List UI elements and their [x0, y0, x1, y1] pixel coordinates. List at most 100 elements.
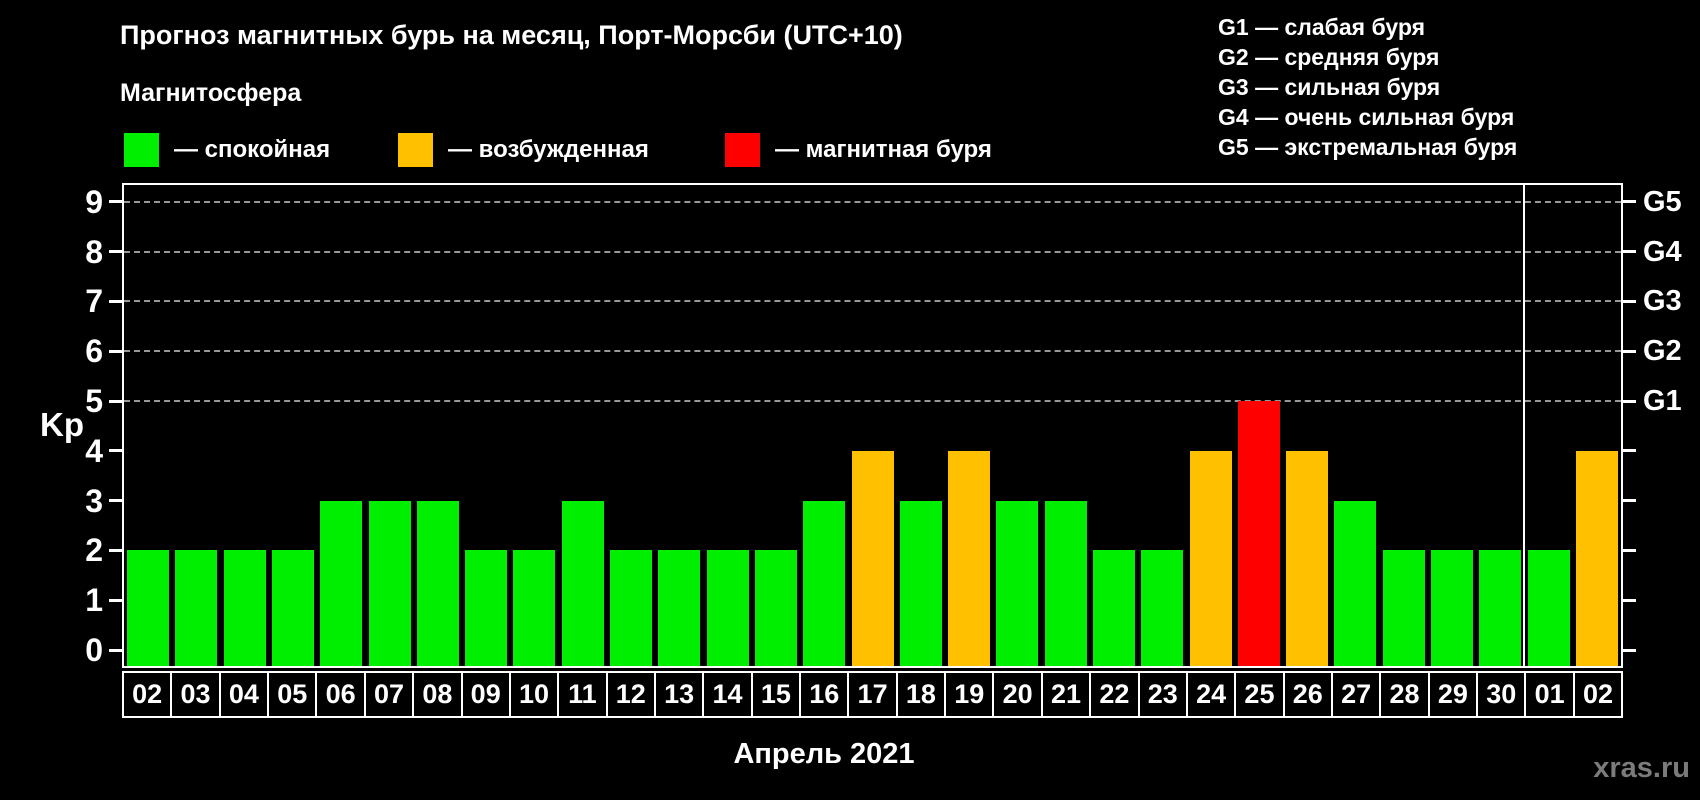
bar-day-19	[948, 450, 991, 666]
day-label-26: 26	[1282, 671, 1333, 718]
day-label-02: 02	[122, 671, 173, 718]
bar-day-20	[996, 500, 1039, 666]
y-axis-label: Kp	[40, 406, 84, 443]
bar-day-28	[1382, 550, 1425, 666]
gridline-kp8	[124, 250, 1621, 253]
bar-day-02-next-month	[1575, 450, 1618, 666]
month-separator-line	[1523, 185, 1526, 666]
right-tick-kp3	[1623, 499, 1636, 503]
day-label-24: 24	[1185, 671, 1237, 718]
g1-legend-line: G1 — слабая буря	[1218, 14, 1426, 40]
day-label-06: 06	[315, 671, 366, 718]
y-axis-tick-label-7: 7	[85, 283, 103, 320]
legend-item-quiet: — спокойная	[124, 132, 330, 168]
legend-item-excited: — возбужденная	[398, 132, 649, 168]
bar-day-02	[127, 550, 170, 666]
bar-day-22	[1092, 550, 1135, 666]
y-axis-tick-label-0: 0	[85, 632, 103, 668]
watermark: xras.ru	[1593, 752, 1690, 784]
g5-legend-line: G5 — экстремальная буря	[1218, 134, 1518, 160]
day-label-08: 08	[412, 671, 463, 718]
day-label-23: 23	[1137, 671, 1188, 718]
day-label-02-next-month: 02	[1572, 671, 1624, 718]
right-axis-label-G3: G3	[1643, 285, 1682, 318]
day-label-15: 15	[750, 671, 802, 718]
right-tick-kp1	[1623, 598, 1636, 602]
day-label-30: 30	[1476, 671, 1527, 718]
bar-day-30	[1479, 550, 1522, 666]
left-tick-kp4	[109, 449, 122, 453]
gridline-kp7	[124, 300, 1621, 303]
g-scale-legend: G1 — слабая буря G2 — средняя буря G3 — …	[1218, 12, 1517, 162]
bar-day-29	[1430, 550, 1473, 666]
bar-day-05	[272, 550, 315, 666]
right-axis-label-G4: G4	[1643, 235, 1682, 268]
day-label-14: 14	[702, 671, 753, 718]
legend-item-label: — магнитная буря	[775, 136, 992, 163]
bar-day-01-next-month	[1527, 550, 1570, 666]
day-label-18: 18	[895, 671, 947, 718]
left-tick-kp9	[109, 200, 122, 204]
bar-day-16	[803, 500, 846, 666]
gridline-kp9	[124, 200, 1621, 203]
bar-day-26	[1286, 450, 1329, 666]
day-label-29: 29	[1427, 671, 1479, 718]
y-axis-tick-label-5: 5	[85, 383, 103, 419]
right-tick-kp7	[1623, 299, 1636, 303]
y-axis-tick-label-9: 9	[85, 183, 103, 220]
left-tick-kp5	[109, 399, 122, 403]
y-axis-tick-label-2: 2	[85, 532, 103, 569]
gridline-kp5	[124, 400, 1621, 402]
day-label-11: 11	[557, 671, 608, 718]
gridline-kp6	[124, 350, 1621, 353]
bar-day-13	[658, 550, 701, 666]
bar-day-24	[1189, 450, 1232, 666]
right-tick-kp6	[1623, 349, 1636, 353]
y-axis-tick-label-8: 8	[85, 233, 103, 270]
day-label-05: 05	[267, 671, 318, 718]
g2-legend-line: G2 — средняя буря	[1218, 44, 1440, 70]
day-label-28: 28	[1379, 671, 1430, 718]
left-tick-kp3	[109, 499, 122, 503]
g4-legend-line: G4 — очень сильная буря	[1218, 104, 1515, 130]
left-tick-kp8	[109, 250, 122, 254]
bar-day-17	[851, 450, 894, 666]
left-tick-kp6	[109, 349, 122, 353]
g3-legend-line: G3 — сильная буря	[1218, 74, 1441, 100]
day-label-19: 19	[944, 671, 995, 718]
chart-plot-area	[122, 183, 1623, 668]
bar-day-21	[1044, 500, 1087, 666]
day-label-10: 10	[508, 671, 560, 718]
right-axis-label-G1: G1	[1643, 385, 1682, 417]
right-tick-kp8	[1623, 250, 1636, 254]
magnetosphere-legend-heading: Магнитосфера	[120, 79, 302, 107]
day-label-25: 25	[1234, 671, 1285, 718]
y-axis-tick-label-4: 4	[85, 432, 103, 469]
right-tick-kp5	[1623, 399, 1636, 403]
quiet-color-swatch	[124, 133, 159, 167]
bar-day-12	[610, 550, 653, 666]
day-label-21: 21	[1040, 671, 1092, 718]
bar-day-08	[416, 500, 459, 666]
day-label-07: 07	[363, 671, 415, 718]
right-tick-kp2	[1623, 548, 1636, 552]
x-axis-title: Апрель 2021	[733, 738, 915, 770]
bar-day-15	[754, 550, 797, 666]
left-tick-kp2	[109, 548, 122, 552]
bar-day-04	[223, 550, 266, 666]
bar-day-10	[513, 550, 556, 666]
bar-day-03	[175, 550, 218, 666]
legend-item-label: — спокойная	[174, 136, 331, 163]
y-axis-tick-label-6: 6	[85, 333, 103, 370]
bar-day-11	[561, 500, 604, 666]
right-axis-label-G5: G5	[1643, 185, 1682, 218]
day-label-17: 17	[847, 671, 898, 718]
x-axis-day-labels: 02 03 04 05 06 07 08 09 10 11 12 13 14 15 16 17 18 19 20 21…	[122, 671, 1624, 718]
day-label-01-next-month: 01	[1524, 671, 1575, 718]
bar-day-25	[1237, 401, 1280, 666]
legend-item-label: — возбужденная	[448, 136, 649, 163]
day-label-09: 09	[460, 671, 511, 718]
storm-color-swatch	[725, 133, 760, 167]
day-label-20: 20	[992, 671, 1043, 718]
bar-day-09	[465, 550, 508, 666]
